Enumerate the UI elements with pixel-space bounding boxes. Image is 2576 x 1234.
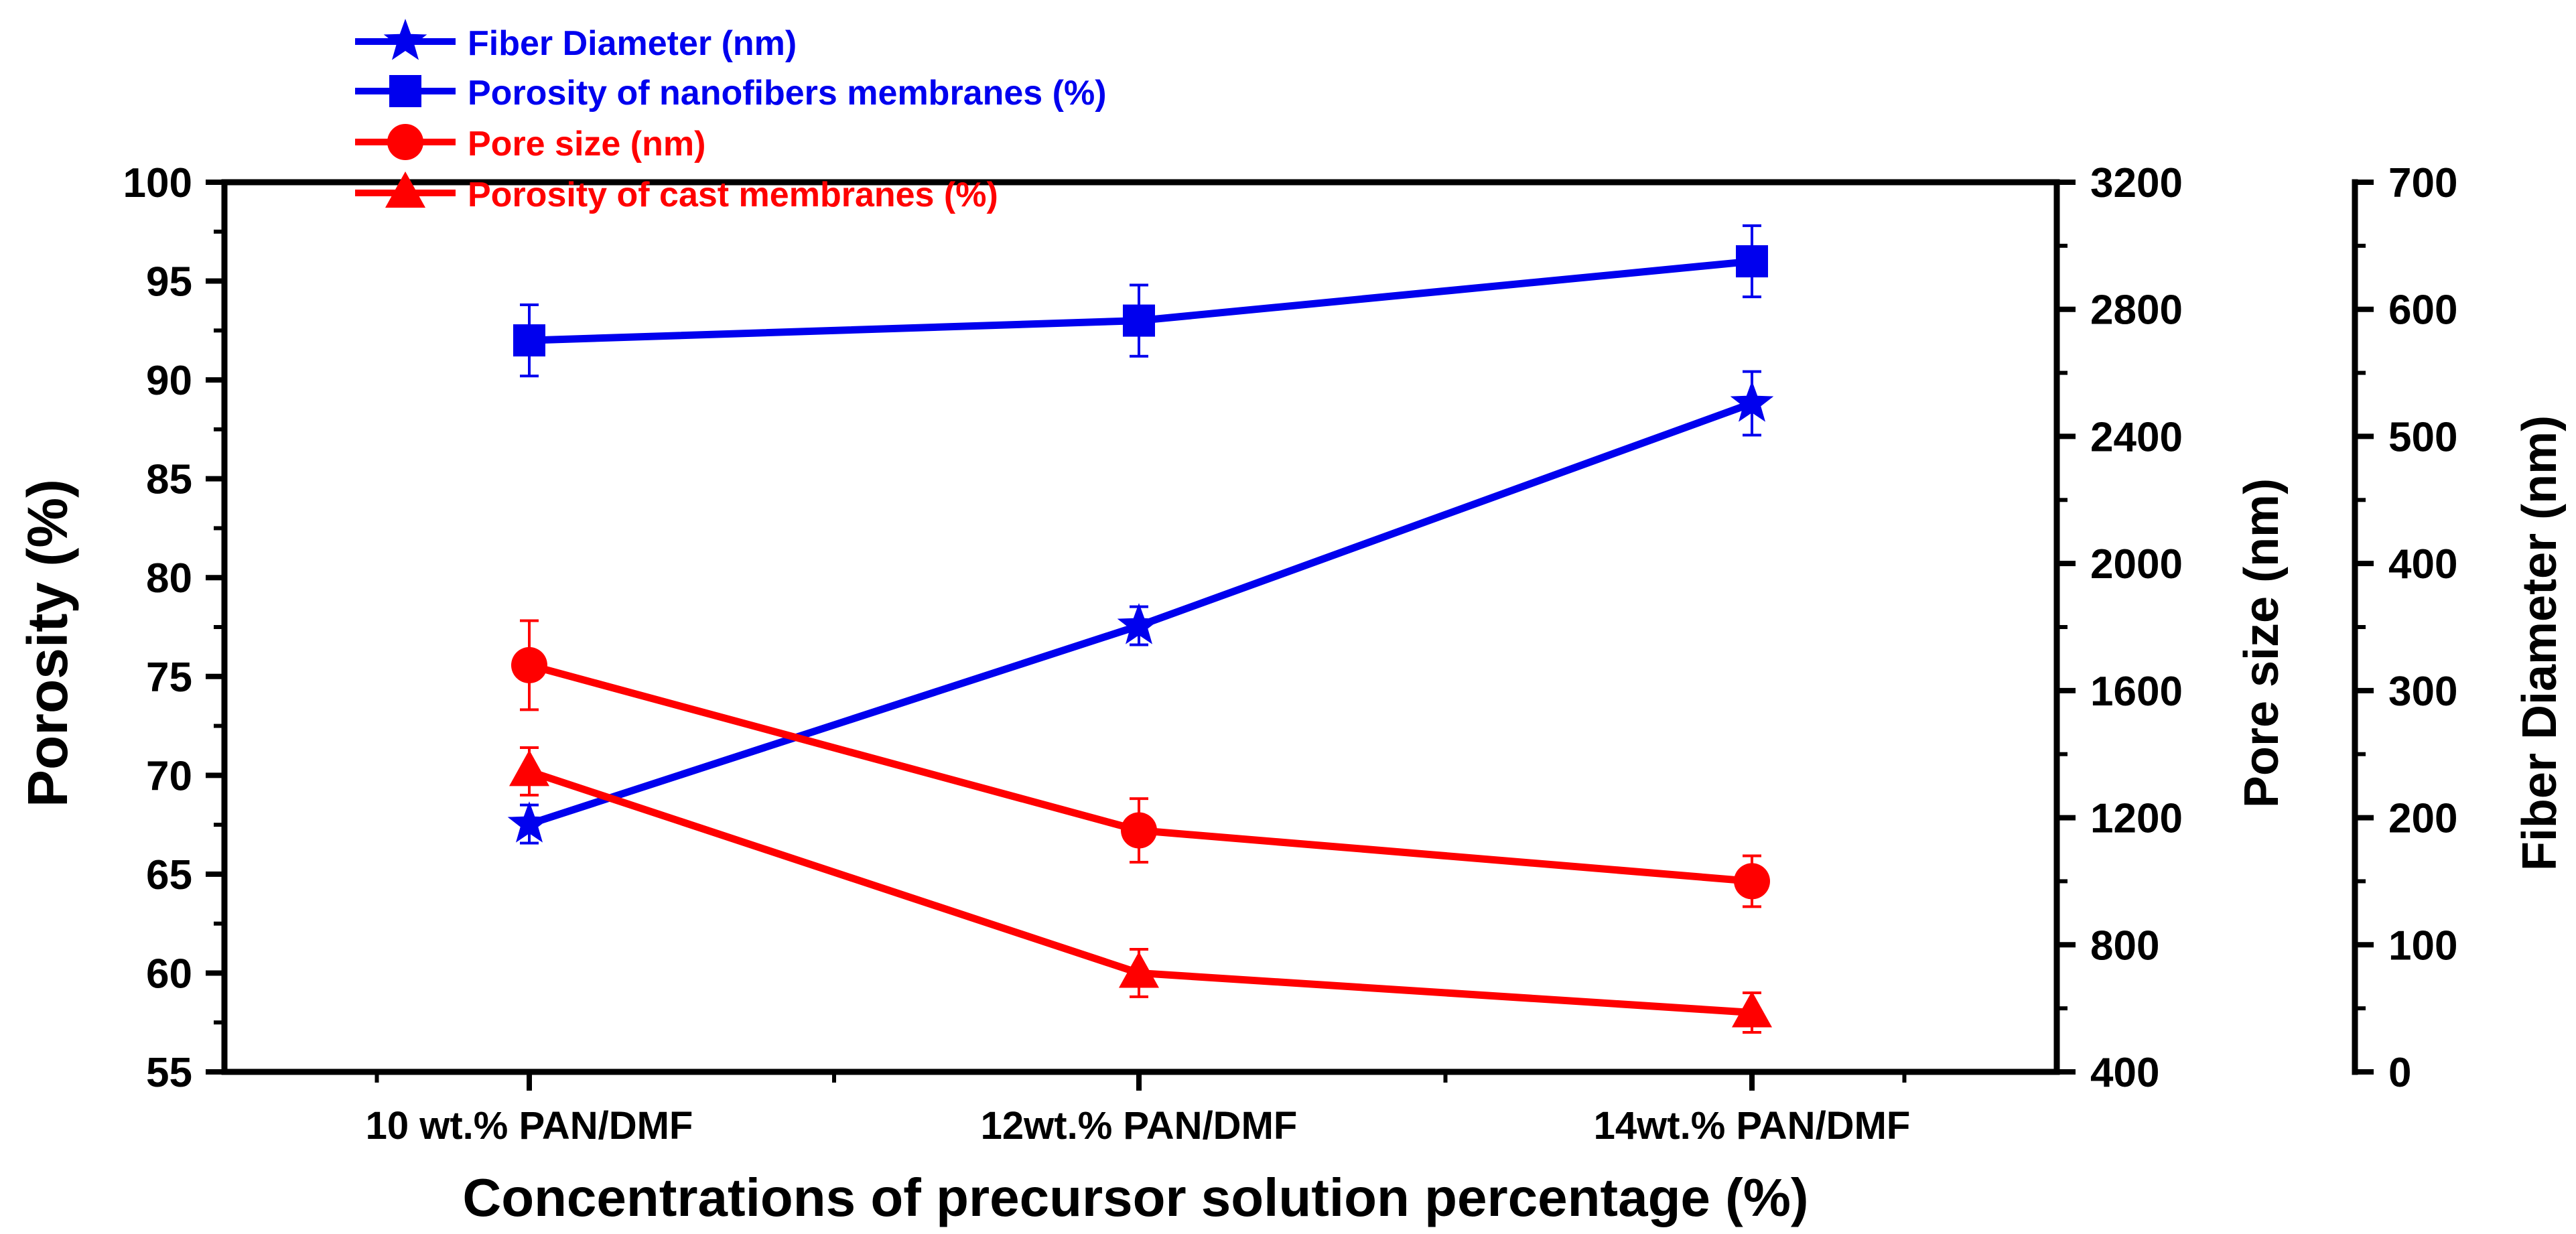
pore-size-tick-label: 3200 (2090, 160, 2183, 206)
series-circle (511, 619, 1770, 908)
legend-marker-square (389, 75, 421, 107)
left-y-tick-label: 60 (146, 951, 192, 997)
data-point-square (1123, 304, 1155, 337)
fiber-diameter-tick-label: 300 (2388, 669, 2457, 715)
pore-size-tick-label: 2400 (2090, 414, 2183, 460)
legend: Fiber Diameter (nm) Porosity of nanofiber… (355, 19, 1107, 214)
x-tick-label: 14wt.% PAN/DMF (1594, 1104, 1911, 1148)
x-tick-label: 12wt.% PAN/DMF (981, 1104, 1298, 1148)
left-y-tick-label: 95 (146, 259, 192, 305)
pore-size-tick-label: 2800 (2090, 287, 2183, 334)
legend-label: Porosity of cast membranes (%) (468, 176, 998, 214)
pore-size-tick-label: 1200 (2090, 796, 2183, 842)
series-square (513, 224, 1768, 378)
pore-size-tick-label: 400 (2090, 1050, 2159, 1096)
series-layer (507, 224, 1774, 1034)
left-y-tick-label: 70 (146, 753, 192, 799)
legend-marker-triangle (385, 172, 425, 208)
data-point-circle (511, 646, 547, 683)
legend-label: Porosity of nanofibers membranes (%) (468, 74, 1107, 113)
data-point-star (1117, 603, 1161, 644)
x-tick-label: 10 wt.% PAN/DMF (366, 1104, 693, 1148)
legend-marker-star (383, 19, 427, 60)
left-y-tick-label: 100 (123, 160, 192, 206)
data-point-triangle (1119, 951, 1159, 988)
data-point-circle (1734, 863, 1770, 900)
left-y-axis-label: Porosity (%) (16, 479, 79, 807)
fiber-diameter-tick-label: 600 (2388, 287, 2457, 334)
legend-label: Pore size (nm) (468, 125, 705, 163)
fiber-diameter-tick-label: 200 (2388, 796, 2457, 842)
data-point-square (1736, 245, 1768, 278)
series-star (507, 370, 1774, 845)
fiber-diameter-axis-label: Fiber Diameter (nm) (2513, 415, 2567, 871)
fiber-diameter-tick-label: 0 (2388, 1050, 2411, 1096)
left-y-tick-label: 90 (146, 358, 192, 404)
data-point-star (1730, 381, 1774, 422)
fiber-diameter-tick-label: 100 (2388, 922, 2457, 969)
pore-size-tick-label: 800 (2090, 922, 2159, 969)
legend-label: Fiber Diameter (nm) (468, 24, 797, 63)
left-y-tick-label: 65 (146, 852, 192, 898)
axes-layer: 5560657075808590951004008001200160020002… (123, 160, 2458, 1148)
x-axis-label: Concentrations of precursor solution per… (462, 1168, 1808, 1227)
legend-marker-circle (387, 124, 423, 160)
pore-size-axis-label: Pore size (nm) (2235, 478, 2289, 808)
data-point-circle (1121, 812, 1157, 849)
data-point-square (513, 324, 545, 357)
left-y-tick-label: 85 (146, 457, 192, 503)
series-triangle (509, 746, 1772, 1034)
fiber-diameter-tick-label: 400 (2388, 541, 2457, 588)
fiber-diameter-tick-label: 700 (2388, 160, 2457, 206)
pore-size-tick-label: 2000 (2090, 541, 2183, 588)
pore-size-tick-label: 1600 (2090, 669, 2183, 715)
left-y-tick-label: 80 (146, 555, 192, 602)
series-line (528, 661, 1753, 885)
left-y-tick-label: 75 (146, 655, 192, 701)
left-y-tick-label: 55 (146, 1050, 192, 1096)
data-point-triangle (509, 750, 549, 786)
data-point-star (507, 801, 551, 843)
fiber-diameter-tick-label: 500 (2388, 414, 2457, 460)
data-point-triangle (1732, 991, 1772, 1028)
